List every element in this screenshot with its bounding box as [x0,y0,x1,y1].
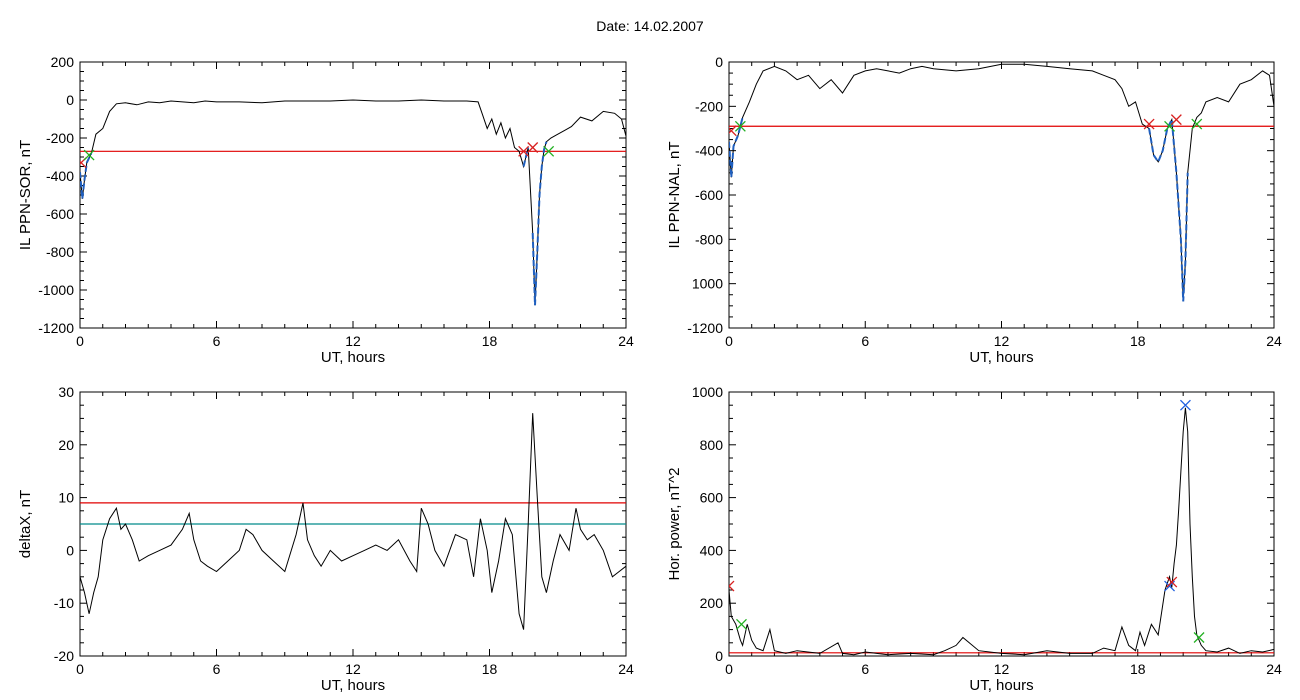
plot-area [729,399,1274,656]
y-tick-label: -1200 [687,320,723,336]
plot-area [80,413,626,630]
x-axis-label: UT, hours [321,349,385,366]
y-tick-label: 0 [66,92,74,108]
x-tick-label: 0 [76,661,84,677]
y-tick-label: 10 [58,490,74,506]
x-tick-label: 12 [345,661,361,677]
y-tick-label: 800 [700,437,724,453]
x-tick-label: 12 [994,333,1010,349]
marker-blue [1179,399,1191,411]
y-tick-label: -400 [695,143,723,159]
y-tick-label: 30 [58,384,74,400]
marker-red [1143,118,1155,130]
x-tick-label: 12 [345,333,361,349]
y-tick-label: -1000 [38,282,74,298]
y-tick-label: 0 [715,54,723,70]
y-tick-label: 0 [66,542,74,558]
y-axis-label: IL PPN-NAL, nT [666,142,683,249]
plot-frame [79,61,627,329]
y-tick-label: 200 [51,54,75,70]
marker-green [736,618,747,630]
x-tick-label: 6 [861,661,869,677]
y-tick-label: -600 [695,187,723,203]
y-tick-label: 400 [700,542,724,558]
marker-green [543,145,555,157]
plot-frame [728,391,1275,657]
chart-panel-4: 0 6 12 18 24 0 200 400 600 800 1000 UT, hours Hor. p… [666,384,1282,694]
highlight-segment [531,141,548,306]
x-tick-label: 12 [994,661,1010,677]
x-tick-label: 6 [213,661,221,677]
marker-green [1191,118,1203,130]
series-line [80,99,626,306]
y-tick-label: -20 [54,648,74,664]
series-line [729,407,1274,656]
marker-green [734,120,746,132]
y-tick-label: -800 [695,231,723,247]
y-axis-label: deltaX, nT [17,490,34,558]
marker-red [729,580,735,592]
marker-red [1170,114,1182,126]
x-tick-label: 24 [1266,333,1282,349]
y-tick-label: -1200 [38,320,74,336]
x-axis-label: UT, hours [321,677,385,694]
marker-red [729,125,737,137]
x-tick-label: 0 [725,661,733,677]
series-line [729,63,1274,302]
y-axis-label: IL PPN-SOR, nT [17,140,34,250]
marker-green [1193,632,1205,643]
highlight-segment [80,152,93,199]
plot-area [729,63,1274,302]
y-tick-label: 1000 [692,384,723,400]
series-line [80,413,626,630]
x-tick-label: 24 [618,333,634,349]
y-tick-label: 200 [700,595,724,611]
chart-panel-1: 0 6 12 18 24 -1200 -1000 -800 -600 -400 -200 0 200 UT… [17,54,634,366]
plot-area [80,99,626,306]
y-tick-label: -600 [46,206,74,222]
chart-panel-3: 0 6 12 18 24 -20 -10 0 10 20 30 UT, hours deltaX, nT [17,384,634,694]
y-tick-label: -800 [46,244,74,260]
marker-red [527,142,539,153]
y-tick-label: -10 [54,595,74,611]
y-tick-label: 600 [700,490,724,506]
plot-frame [728,61,1275,329]
y-tick-label: 1000 [692,276,723,292]
marker-red [518,145,530,157]
marker-green [83,149,95,161]
x-tick-label: 6 [213,333,221,349]
y-tick-label: -200 [695,98,723,114]
x-axis-label: UT, hours [969,677,1033,694]
highlight-segment [1148,116,1189,302]
chart-panel-2: 0 6 12 18 24 -1200 1000 -800 -600 -400 -200 0 UT, ho… [666,54,1282,366]
x-tick-label: 0 [725,333,733,349]
x-tick-label: 18 [1130,661,1146,677]
y-tick-label: 0 [715,648,723,664]
x-tick-label: 18 [482,661,498,677]
highlight-segment [729,117,744,178]
x-tick-label: 18 [1130,333,1146,349]
y-tick-label: -400 [46,168,74,184]
y-tick-label: -200 [46,130,74,146]
x-tick-label: 0 [76,333,84,349]
x-tick-label: 24 [618,661,634,677]
marker-red [1166,576,1178,588]
x-tick-label: 18 [482,333,498,349]
page-title: Date: 14.02.2007 [596,18,704,34]
x-axis-label: UT, hours [969,349,1033,366]
x-tick-label: 24 [1266,661,1282,677]
y-tick-label: 20 [58,437,74,453]
x-tick-label: 6 [861,333,869,349]
highlight-segment [522,147,530,167]
y-axis-label: Hor. power, nT^2 [666,468,683,581]
